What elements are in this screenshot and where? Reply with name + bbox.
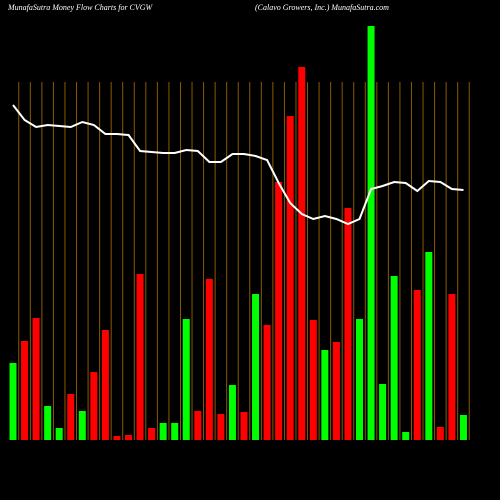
bar [240,412,248,440]
bar [67,394,75,440]
bar [101,330,109,440]
chart-subtitle: (Calavo Growers, Inc.) MunafaSutra.com [255,3,389,12]
bar [379,384,387,440]
bar [9,363,17,440]
bar [332,342,340,440]
bar [298,67,306,440]
bar [402,432,410,440]
bar [217,414,225,440]
bar [125,435,132,440]
bar [321,350,329,440]
bar [113,436,121,440]
bar [78,411,86,440]
bar [171,423,179,440]
bar [44,406,52,440]
bar [275,182,283,440]
bar [390,276,398,440]
bar [148,428,156,440]
bar [425,252,433,440]
bar [136,274,144,440]
bar [194,411,202,440]
bar [367,26,375,440]
bar [344,208,352,440]
bar [263,325,271,440]
bar [286,116,294,440]
chart-title: MunafaSutra Money Flow Charts for CVGW [7,3,154,12]
bar [228,385,236,440]
bar [413,290,421,440]
bar [356,319,363,440]
bar [32,318,40,440]
bar [436,427,444,440]
bar [159,423,167,440]
bar [309,320,317,440]
money-flow-line [12,104,464,226]
bar [252,294,260,440]
bar [90,372,98,440]
bar [448,294,456,440]
bar [182,319,190,440]
bar [55,428,63,440]
bar [459,415,467,440]
bar [21,341,29,440]
bar [205,279,213,440]
